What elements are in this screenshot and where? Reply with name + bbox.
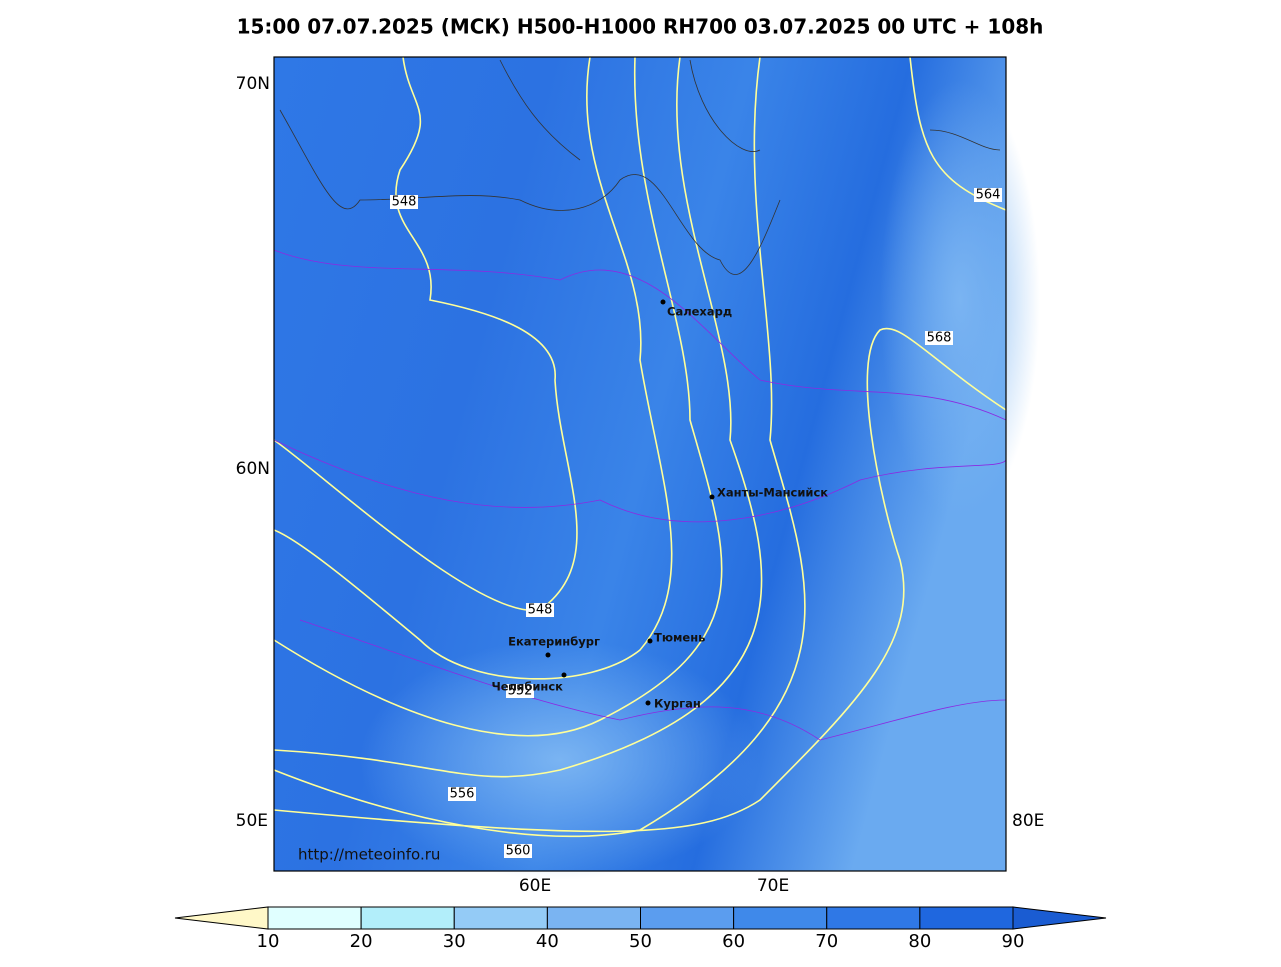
colorbar-tick-label: 90 bbox=[1002, 931, 1025, 952]
dry-zone bbox=[360, 640, 760, 880]
contour-label-bg bbox=[504, 844, 532, 858]
colorbar-bin bbox=[267, 906, 362, 930]
colorbar-bin bbox=[453, 906, 548, 930]
colorbar-tick-label: 20 bbox=[350, 931, 373, 952]
contour-label-bg bbox=[925, 331, 953, 345]
city-dot bbox=[545, 652, 551, 658]
colorbar-bin bbox=[640, 906, 735, 930]
city-label: Челябинск bbox=[491, 680, 563, 694]
contours bbox=[273, 56, 1007, 838]
contour-label-bg bbox=[390, 195, 418, 209]
colorbar-tick-label: 50 bbox=[629, 931, 652, 952]
title: 15:00 07.07.2025 (МСК) H500-H1000 RH700 … bbox=[237, 15, 1044, 39]
contour-label: 560 bbox=[506, 844, 531, 859]
map: http://meteoinfo.ru bbox=[273, 56, 1040, 880]
lon-label: 70E bbox=[757, 876, 789, 896]
contour-label: 564 bbox=[976, 188, 1001, 203]
city-label: Салехард bbox=[667, 305, 732, 319]
contour-label: 552 bbox=[508, 684, 533, 699]
lon-label: 60E bbox=[519, 876, 551, 896]
city-label: Ханты-Мансийск bbox=[717, 486, 828, 500]
dry-zone bbox=[880, 80, 1040, 520]
colorbar-tick-label: 80 bbox=[908, 931, 931, 952]
contour-label: 568 bbox=[927, 331, 952, 346]
city-dot bbox=[561, 672, 567, 678]
colorbar-tick-label: 40 bbox=[536, 931, 559, 952]
contour-label-bg bbox=[974, 188, 1002, 202]
source-url: http://meteoinfo.ru bbox=[298, 846, 440, 864]
city-label: Тюмень bbox=[654, 631, 705, 645]
city-dot bbox=[645, 700, 651, 706]
colorbar-tick-label: 10 bbox=[257, 931, 280, 952]
city-label: Екатеринбург bbox=[508, 635, 600, 649]
colorbar-tick-label: 30 bbox=[443, 931, 466, 952]
contour-label-bg bbox=[506, 684, 534, 698]
borders bbox=[273, 249, 1007, 741]
colorbar-bin bbox=[919, 906, 1014, 930]
overlay: 70N 60N 50E 80E 60E 70E 548 564 568 548 552 556 560 С… bbox=[236, 74, 1045, 896]
colorbar: 10 20 30 40 50 60 70 80 90 bbox=[174, 906, 1107, 952]
colorbar-bin bbox=[360, 906, 455, 930]
city-label: Курган bbox=[654, 697, 701, 711]
city-dot bbox=[647, 638, 653, 644]
colorbar-over bbox=[1012, 906, 1107, 930]
colorbar-bin bbox=[826, 906, 921, 930]
lon-label: 50E bbox=[236, 811, 268, 831]
lat-label: 60N bbox=[236, 459, 270, 479]
contour-label: 548 bbox=[528, 603, 553, 618]
colorbar-tick-label: 70 bbox=[815, 931, 838, 952]
contour-label-bg bbox=[526, 603, 554, 617]
colorbar-tick-label: 60 bbox=[722, 931, 745, 952]
colorbar-bin bbox=[733, 906, 828, 930]
city-dot bbox=[709, 494, 715, 500]
lon-label: 80E bbox=[1012, 811, 1044, 831]
contour-label: 548 bbox=[392, 195, 417, 210]
city-dot bbox=[660, 299, 666, 305]
colorbar-under bbox=[174, 906, 269, 930]
lat-label: 70N bbox=[236, 74, 270, 94]
contour-label: 556 bbox=[450, 787, 475, 802]
colorbar-bin bbox=[546, 906, 641, 930]
coastline bbox=[279, 59, 1001, 275]
map-frame bbox=[273, 56, 1007, 872]
contour-label-bg bbox=[448, 787, 476, 801]
